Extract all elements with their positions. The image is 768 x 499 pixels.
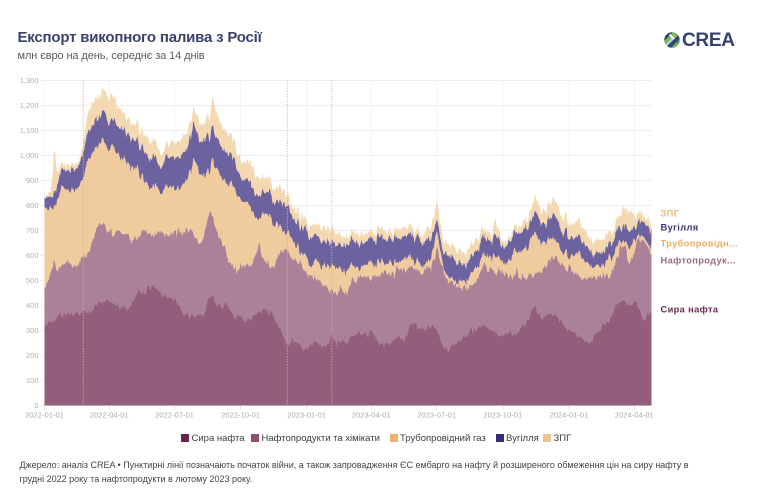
svg-text:400: 400 [26, 301, 39, 310]
svg-text:2023-07-01: 2023-07-01 [417, 411, 456, 420]
svg-text:700: 700 [26, 226, 39, 235]
svg-text:200: 200 [26, 351, 39, 360]
svg-text:1,300: 1,300 [20, 76, 39, 85]
svg-text:1,000: 1,000 [20, 151, 39, 160]
svg-text:2022-10-01: 2022-10-01 [221, 411, 260, 420]
svg-text:500: 500 [26, 276, 39, 285]
svg-text:800: 800 [26, 201, 39, 210]
svg-text:Вугілля: Вугілля [661, 223, 699, 233]
svg-text:Трубопровідн...: Трубопровідн... [661, 239, 738, 249]
svg-text:600: 600 [26, 251, 39, 260]
svg-text:900: 900 [26, 176, 39, 185]
svg-text:2022-01-01: 2022-01-01 [25, 411, 64, 420]
svg-text:Сира нафта: Сира нафта [661, 305, 719, 315]
svg-text:2024-01-01: 2024-01-01 [549, 411, 588, 420]
svg-text:ЗПГ: ЗПГ [661, 209, 680, 219]
svg-text:2024-04-01: 2024-04-01 [615, 411, 654, 420]
svg-text:300: 300 [26, 326, 39, 335]
svg-text:2022-07-01: 2022-07-01 [155, 411, 194, 420]
svg-text:0: 0 [34, 401, 38, 410]
svg-text:1,100: 1,100 [20, 126, 39, 135]
svg-text:2022-04-01: 2022-04-01 [90, 411, 129, 420]
svg-text:2023-04-01: 2023-04-01 [352, 411, 391, 420]
svg-text:2023-01-01: 2023-01-01 [287, 411, 326, 420]
svg-text:100: 100 [26, 376, 39, 385]
svg-text:Нафтопродук...: Нафтопродук... [661, 256, 736, 266]
svg-text:1,200: 1,200 [20, 101, 39, 110]
svg-text:2023-10-01: 2023-10-01 [483, 411, 522, 420]
